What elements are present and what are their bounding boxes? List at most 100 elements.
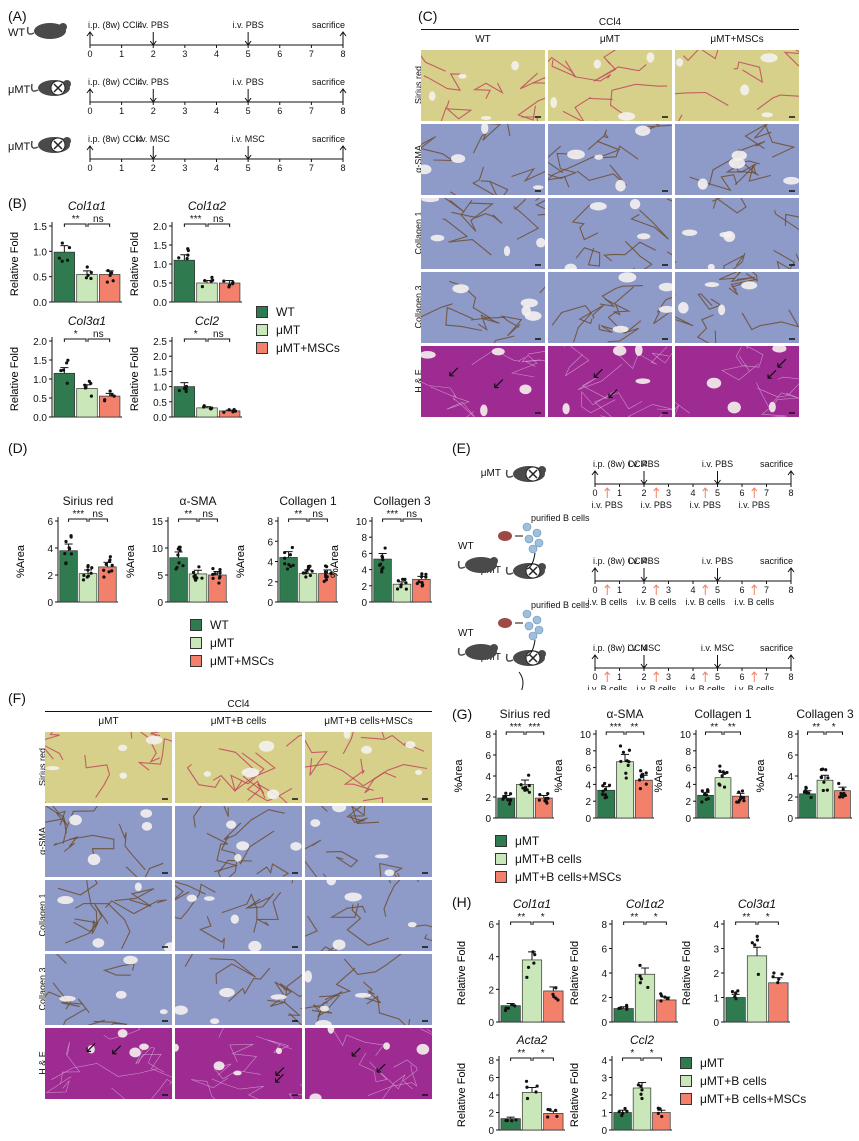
y-tick-label: 0.0 [153, 413, 167, 424]
data-point [86, 273, 90, 277]
histology-image [45, 806, 172, 877]
arrow-up-icon [702, 487, 709, 492]
arrow-down-icon [640, 576, 648, 582]
fiber-strand [103, 1028, 141, 1040]
tissue-pattern [309, 1028, 432, 1099]
tissue-pattern [548, 50, 668, 121]
fiber-strand [229, 1043, 258, 1072]
fiber-strand [756, 94, 799, 110]
data-point [288, 553, 292, 557]
histology-image [421, 346, 545, 417]
fiber-strand [305, 915, 318, 937]
arrow-up-icon [339, 88, 347, 94]
data-point [186, 247, 190, 251]
data-point [842, 791, 846, 796]
fiber-strand [712, 198, 747, 214]
data-point [704, 793, 709, 797]
donor-mouse-icon [457, 644, 498, 660]
vessel-lumen [186, 894, 197, 902]
data-point [84, 276, 89, 280]
data-point [639, 1092, 643, 1096]
fiber-strand [472, 166, 498, 195]
y-tick-label: 0.5 [153, 279, 167, 290]
data-point [289, 564, 293, 568]
fiber-strand [535, 198, 541, 202]
fiber-strand [581, 389, 617, 414]
data-point [723, 771, 727, 776]
fiber-strand [45, 732, 64, 761]
data-point [639, 769, 643, 773]
histology-image [548, 272, 672, 343]
significance-bracket [183, 223, 207, 227]
fiber-strand [118, 823, 146, 871]
bar-μMT+B cells [816, 779, 834, 819]
fiber-strand [728, 278, 756, 296]
significance-bracket [87, 223, 111, 227]
vessel-lumen [783, 176, 799, 185]
timeline-tick-label: 3 [666, 488, 671, 498]
fiber-strand [62, 998, 90, 1025]
data-point [381, 566, 385, 570]
data-point [525, 1085, 529, 1089]
histology-image [175, 1028, 302, 1099]
y-tick-label: 6 [601, 945, 607, 956]
mouse-icon [505, 563, 546, 579]
fiber-strand [305, 991, 343, 1009]
data-point [700, 789, 704, 793]
vessel-lumen [658, 282, 672, 292]
significance-bracket [532, 1057, 554, 1061]
significance-bracket [88, 518, 108, 522]
data-point [627, 748, 632, 752]
y-tick-label: 8 [267, 517, 273, 528]
timeline-tick-label: 3 [182, 106, 187, 116]
y-tick-label: 0 [585, 814, 591, 825]
fiber-strand [666, 198, 672, 202]
data-point [108, 273, 112, 278]
y-tick-label: 0 [485, 814, 491, 825]
data-point [755, 938, 760, 942]
y-tick-label: 0 [47, 598, 53, 609]
data-point [618, 744, 623, 748]
data-point [329, 571, 333, 575]
fiber-strand [593, 60, 647, 82]
data-point [420, 572, 424, 576]
fiber-strand [551, 59, 612, 82]
fiber-strand [675, 294, 694, 327]
data-point [186, 253, 190, 257]
vessel-lumen [236, 841, 250, 851]
bar-chart: Collagen 1 %Area 0 2 4 6 8 ** ns [235, 495, 338, 609]
data-point [620, 1113, 624, 1118]
timeline-tick-label: 7 [764, 672, 769, 682]
fiber-strand [393, 1059, 418, 1090]
fiber-strand [678, 114, 683, 121]
data-point [291, 563, 295, 567]
vessel-lumen [635, 125, 651, 136]
significance-label: *** [529, 722, 541, 733]
arrow-icon [767, 369, 777, 379]
vessel-lumen [213, 1061, 225, 1071]
data-point [218, 568, 222, 572]
arrow-up-icon [591, 567, 599, 573]
data-point [322, 579, 326, 583]
fiber-strand [186, 764, 221, 788]
fiber-strand [137, 737, 172, 771]
vessel-lumen [772, 346, 787, 353]
fiber-strand [575, 247, 601, 267]
vessel-lumen [635, 378, 651, 384]
timeline-injection-label: i.v. B cells [636, 684, 676, 690]
data-point [546, 1115, 550, 1119]
significance-label: ns [312, 509, 323, 520]
data-point [776, 981, 780, 985]
data-point [108, 389, 112, 393]
histology-image [421, 124, 545, 195]
timeline-tick-label: 6 [739, 488, 744, 498]
y-tick-label: 8 [685, 747, 691, 758]
significance-bracket [68, 518, 88, 522]
bar-chart: Col1α1 Relative Fold 0.0 0.5 1.0 1.5 ** ns [9, 200, 122, 309]
data-point [197, 565, 201, 569]
timeline-tick-label: 1 [119, 49, 124, 59]
panel-label-g: (G) [452, 706, 473, 722]
fiber-strand [421, 54, 446, 72]
fiber-strand [524, 359, 545, 367]
